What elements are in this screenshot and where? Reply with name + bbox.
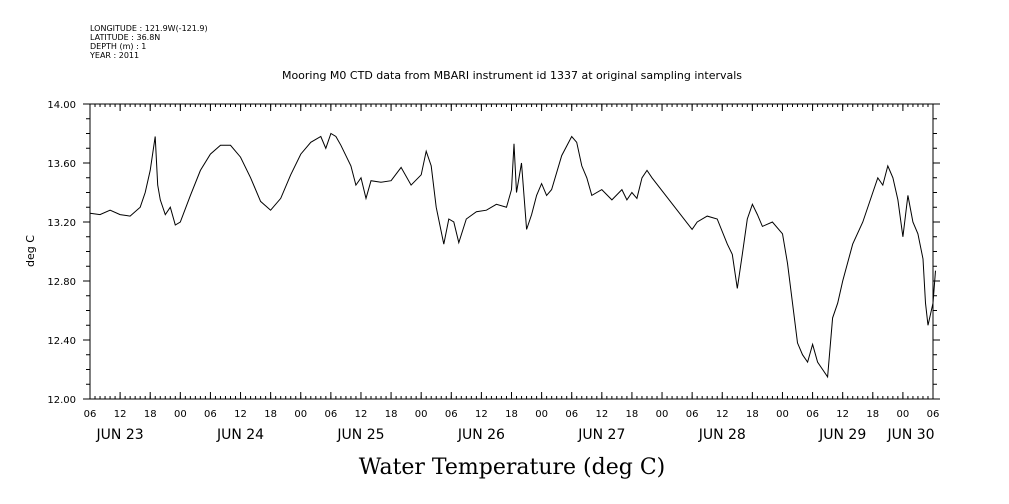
x-hour-tick-label: 18 — [866, 409, 879, 420]
y-tick-label: 13.60 — [47, 159, 76, 170]
x-hour-tick-label: 06 — [324, 409, 337, 420]
x-hour-tick-label: 12 — [355, 409, 368, 420]
x-hour-tick-label: 00 — [535, 409, 548, 420]
longitude-label: LONGITUDE : 121.9W(-121.9) — [90, 24, 208, 33]
x-day-label: JUN 27 — [577, 427, 625, 443]
x-hour-tick-label: 00 — [415, 409, 428, 420]
y-tick-label: 12.80 — [47, 277, 76, 288]
x-day-label: JUN 29 — [818, 427, 866, 443]
x-hour-tick-label: 06 — [806, 409, 819, 420]
x-hour-tick-label: 18 — [385, 409, 398, 420]
x-hour-tick-label: 06 — [927, 409, 940, 420]
x-axis-label: Water Temperature (deg C) — [359, 455, 666, 480]
y-tick-label: 12.00 — [47, 395, 76, 406]
x-hour-tick-label: 18 — [264, 409, 277, 420]
x-hour-tick-label: 18 — [626, 409, 639, 420]
x-hour-tick-label: 12 — [114, 409, 127, 420]
x-hour-tick-label: 00 — [776, 409, 789, 420]
x-hour-tick-label: 06 — [565, 409, 578, 420]
latitude-label: LATITUDE : 36.8N — [90, 33, 160, 42]
x-day-label: JUN 25 — [336, 427, 384, 443]
year-label: YEAR : 2011 — [89, 51, 139, 60]
x-hour-tick-label: 06 — [686, 409, 699, 420]
x-hour-tick-label: 18 — [505, 409, 518, 420]
y-tick-label: 14.00 — [47, 100, 76, 111]
x-day-label: JUN 30 — [886, 427, 934, 443]
chart-title: Mooring M0 CTD data from MBARI instrumen… — [282, 69, 742, 82]
x-hour-tick-label: 06 — [445, 409, 458, 420]
x-hour-tick-label: 06 — [84, 409, 97, 420]
x-hour-tick-label: 00 — [897, 409, 910, 420]
water-temperature-line — [89, 132, 936, 379]
x-day-label: JUN 26 — [457, 427, 505, 443]
x-hour-tick-label: 12 — [475, 409, 488, 420]
y-axis-label: deg C — [24, 235, 37, 267]
x-hour-tick-label: 06 — [204, 409, 217, 420]
y-tick-label: 13.20 — [47, 218, 76, 229]
x-hour-tick-label: 00 — [294, 409, 307, 420]
x-hour-tick-label: 18 — [746, 409, 759, 420]
x-hour-tick-label: 18 — [144, 409, 157, 420]
axes: 06 12 18 00 06 12 18 00 06 12 18 00 06 12 18 00 06 12 18 00… — [47, 100, 940, 443]
x-hour-tick-label: 00 — [656, 409, 669, 420]
x-hour-tick-label: 12 — [234, 409, 247, 420]
x-hour-tick-label: 12 — [716, 409, 729, 420]
x-day-label: JUN 28 — [698, 427, 746, 443]
x-day-label: JUN 23 — [96, 427, 144, 443]
y-tick-label: 12.40 — [47, 336, 76, 347]
x-day-label: JUN 24 — [216, 427, 264, 443]
x-hour-tick-label: 12 — [836, 409, 849, 420]
x-hour-tick-label: 12 — [595, 409, 608, 420]
depth-label: DEPTH (m) : 1 — [90, 42, 146, 51]
x-hour-tick-label: 00 — [174, 409, 187, 420]
